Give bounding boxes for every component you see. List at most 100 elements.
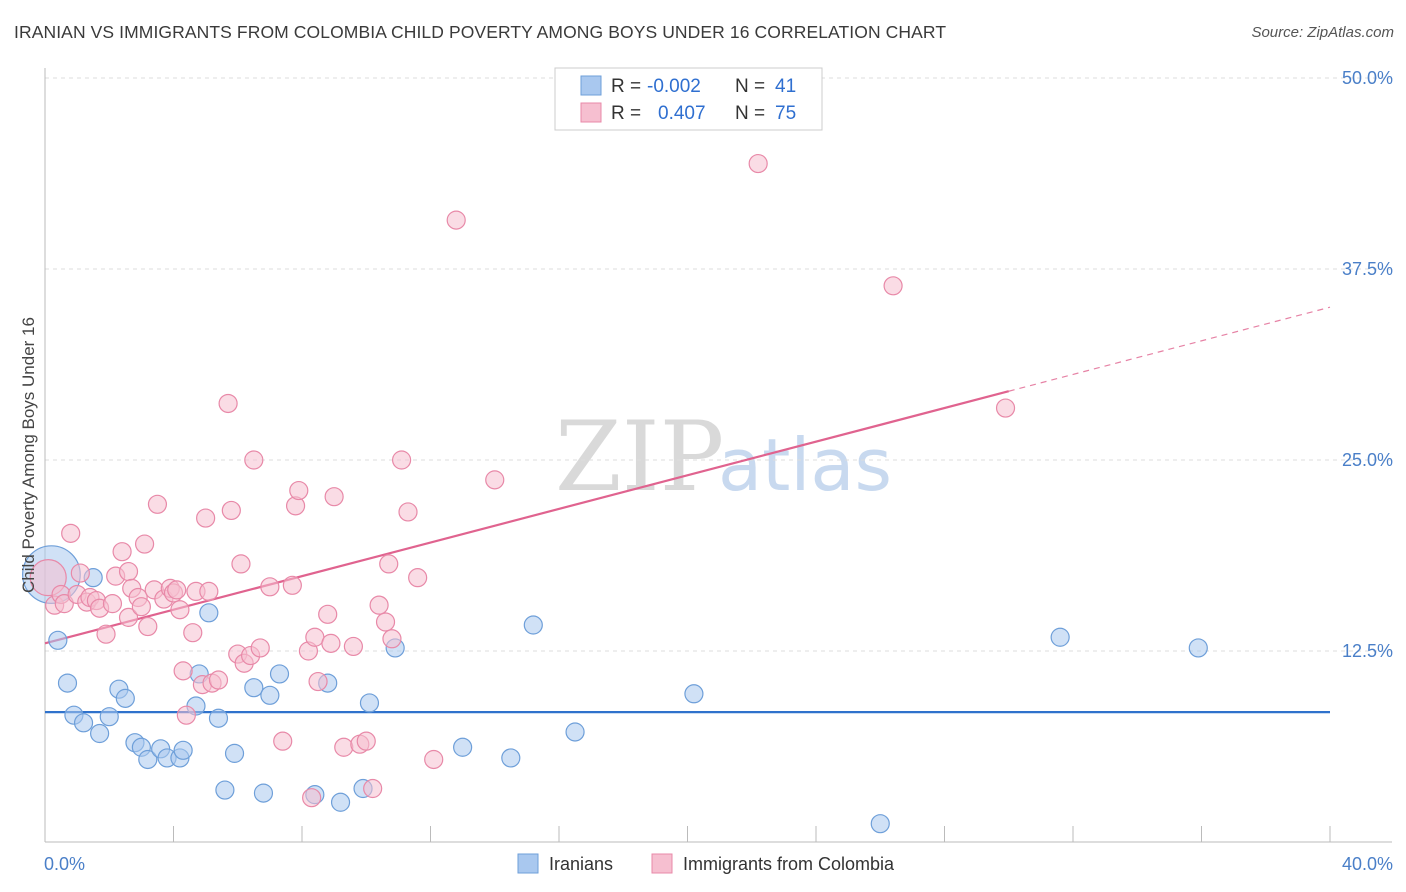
colombia-point (231, 554, 251, 574)
colombia-trend-line-extension (1008, 306, 1331, 392)
colombia-point (375, 612, 396, 632)
colombia-point (324, 487, 344, 507)
colombia-point (485, 470, 505, 490)
iranians-point (359, 693, 380, 713)
colombia-point (391, 450, 412, 470)
iranians-point (244, 678, 264, 698)
legend-swatch-iranians (580, 75, 602, 96)
colombia-point (308, 671, 328, 692)
iranians-point (453, 737, 473, 757)
colombia-point (70, 563, 90, 583)
colombia-point (134, 534, 155, 554)
colombia-point (118, 607, 139, 627)
iranians-point (269, 664, 290, 684)
iranians-point (173, 740, 193, 760)
y-tick-label: 50.0% (1342, 68, 1393, 88)
chart-title: IRANIAN VS IMMIGRANTS FROM COLOMBIA CHIL… (14, 22, 947, 42)
colombia-point (748, 153, 768, 174)
colombia-point (318, 604, 338, 624)
colombia-point (131, 597, 151, 617)
colombia-point (102, 594, 123, 614)
colombia-point (138, 616, 158, 637)
iranians-point (684, 684, 704, 704)
colombia-trend-line (44, 390, 1010, 645)
iranians-point (99, 707, 119, 727)
colombia-point (363, 778, 383, 799)
colombia-point (883, 276, 903, 296)
colombia-point (273, 731, 293, 751)
legend-n-label: N = (735, 76, 765, 97)
colombia-point (196, 508, 216, 528)
iranians-point (224, 743, 245, 763)
iranians-point (115, 688, 135, 708)
watermark-zip: ZIP (555, 401, 724, 513)
colombia-point (147, 494, 168, 514)
legend-r-label: R = (611, 103, 641, 124)
colombia-point (260, 577, 280, 597)
legend-top: R = -0.002 N = 41 R = 0.407 N = 75 (554, 67, 823, 131)
colombia-point (398, 502, 418, 522)
legend-r-value: -0.002 (647, 76, 701, 97)
iranians-point (253, 783, 274, 803)
legend-swatch-colombia (580, 102, 602, 123)
colombia-point (305, 627, 325, 647)
colombia-point (96, 624, 116, 644)
colombia-point (118, 561, 139, 582)
colombia-point (995, 398, 1016, 418)
iranians-point (565, 722, 585, 742)
iranians-point (501, 748, 521, 768)
colombia-point (424, 749, 444, 770)
x-tick-label: 40.0% (1342, 854, 1393, 874)
iranians-point (208, 708, 229, 728)
iranians-point (73, 713, 94, 733)
legend-n-value: 41 (775, 76, 796, 97)
y-tick-label: 12.5% (1342, 641, 1393, 661)
iranians-point (57, 673, 78, 693)
y-tick-label: 25.0% (1342, 450, 1393, 470)
colombia-point (379, 554, 399, 574)
colombia-point (408, 568, 428, 588)
colombia-point (61, 523, 81, 543)
colombia-point (199, 581, 219, 602)
watermark: ZIP atlas (555, 401, 892, 513)
colombia-point (369, 595, 389, 615)
iranians-point (870, 814, 890, 834)
legend-n-label: N = (735, 103, 765, 124)
legend-r-label: R = (611, 76, 641, 97)
colombia-point (183, 623, 203, 643)
colombia-point (343, 636, 363, 657)
iranians-point (1050, 627, 1070, 647)
colombia-point (112, 542, 132, 562)
iranians-point (90, 723, 110, 744)
legend-n-value: 75 (775, 103, 796, 124)
colombia-point (218, 393, 238, 414)
colombia-point (356, 731, 376, 751)
colombia-point (244, 450, 264, 470)
watermark-atlas: atlas (718, 423, 892, 507)
iranians-point (215, 780, 235, 800)
colombia-point (176, 705, 196, 725)
iranians-point (199, 603, 219, 623)
legend-r-value: 0.407 (658, 103, 706, 124)
x-tick-label: 0.0% (44, 854, 85, 874)
legend-bottom-swatch-colombia (651, 853, 673, 874)
colombia-point (302, 788, 322, 808)
iranians-point (1188, 638, 1208, 658)
colombia-point (282, 575, 302, 595)
colombia-point (289, 480, 309, 501)
iranians-point (523, 615, 543, 635)
colombia-point (250, 638, 270, 658)
colombia-point (167, 580, 187, 600)
legend-bottom-label-colombia: Immigrants from Colombia (683, 854, 895, 874)
chart-source: Source: ZipAtlas.com (1251, 24, 1394, 41)
colombia-point (208, 670, 229, 690)
tick-layer: 12.5% 25.0% 37.5% 50.0% 0.0% 40.0% (44, 68, 1393, 874)
legend-bottom-label-iranians: Iranians (549, 854, 613, 874)
colombia-point (170, 600, 190, 620)
colombia-point (173, 661, 193, 681)
legend-bottom: Iranians Immigrants from Colombia (517, 853, 895, 874)
iranians-point (138, 749, 158, 770)
points-layer (22, 153, 1208, 834)
colombia-point (321, 633, 341, 653)
